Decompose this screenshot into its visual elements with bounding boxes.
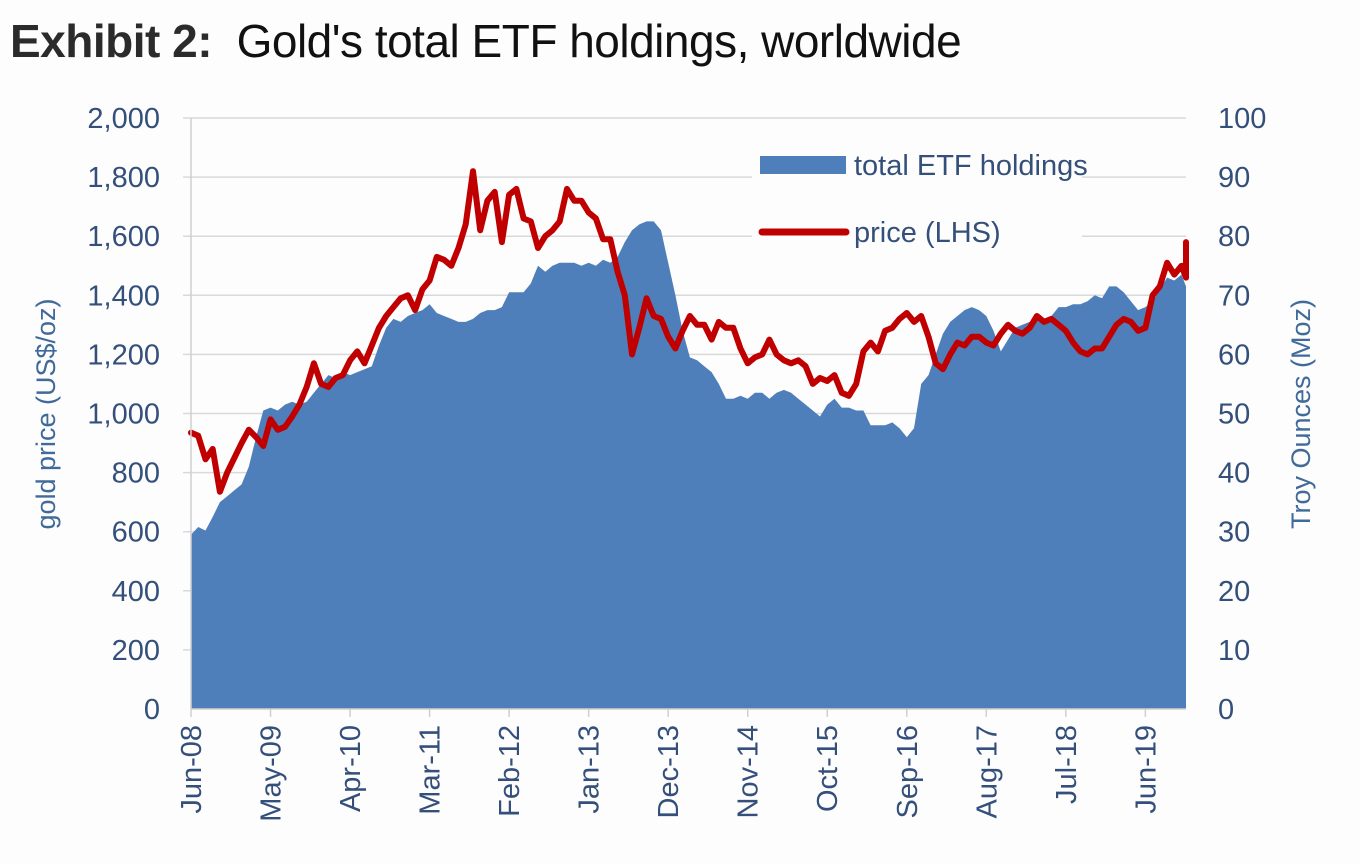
x-tick-label: May-09 — [256, 725, 288, 822]
y-right-tick-label: 80 — [1218, 221, 1250, 253]
y-right-tick-label: 20 — [1218, 576, 1250, 608]
y-left-ticks: 0 200 400 600 800 1,000 1,200 1,400 1,600 1,800 2,… — [87, 103, 160, 726]
y-left-tick-label: 400 — [112, 576, 160, 608]
x-tick-label: Dec-13 — [653, 725, 685, 819]
y-left-tick-label: 1,800 — [87, 162, 160, 194]
title-text: Gold's total ETF holdings, worldwide — [236, 15, 962, 67]
y-right-tick-label: 70 — [1218, 280, 1250, 312]
x-tick-label: Mar-11 — [415, 725, 447, 815]
y-left-tick-label: 1,600 — [87, 221, 160, 253]
y-left-tick-label: 600 — [112, 517, 160, 549]
legend-label-price: price (LHS) — [854, 217, 1001, 249]
y-right-tick-label: 60 — [1218, 339, 1250, 371]
y-right-tick-label: 10 — [1218, 635, 1250, 667]
x-tick-label: Sep-16 — [892, 725, 924, 819]
y-left-tick-label: 1,400 — [87, 280, 160, 312]
x-tick-label: Apr-10 — [335, 725, 367, 812]
y-right-tick-label: 40 — [1218, 458, 1250, 490]
y-right-tick-label: 30 — [1218, 517, 1250, 549]
legend: total ETF holdings price (LHS) — [752, 150, 1088, 250]
y-right-tick-label: 100 — [1218, 103, 1266, 135]
x-ticks: Jun-08 May-09 Apr-10 Mar-11 Feb-12 Jan-13 Dec-… — [176, 709, 1162, 822]
price-line — [188, 168, 1189, 495]
x-tick-label: Feb-12 — [494, 725, 526, 817]
y-axis-left-label: gold price (US$/oz) — [31, 298, 61, 529]
legend-swatch-etf-holdings — [760, 156, 846, 174]
y-right-tick-label: 50 — [1218, 399, 1250, 431]
x-tick-label: Oct-15 — [812, 725, 844, 812]
y-left-tick-label: 1,000 — [87, 399, 160, 431]
x-tick-label: Jan-13 — [574, 725, 606, 814]
x-tick-label: Aug-17 — [971, 725, 1003, 819]
y-right-tick-label: 90 — [1218, 162, 1250, 194]
y-axis-right-label: Troy Ounces (Moz) — [1286, 299, 1316, 529]
x-tick-label: Jun-19 — [1130, 725, 1162, 814]
x-tick-label: Jul-18 — [1051, 725, 1083, 804]
etf-holdings-area — [191, 221, 1186, 709]
legend-label-etf-holdings: total ETF holdings — [854, 150, 1088, 182]
exhibit-label: Exhibit 2: — [10, 15, 213, 67]
y-right-ticks: 0 10 20 30 40 50 60 70 80 90 100 — [1218, 103, 1266, 726]
chart-title: Exhibit 2: Gold's total ETF holdings, wo… — [10, 14, 962, 68]
x-tick-label: Jun-08 — [176, 725, 208, 814]
x-tick-label: Nov-14 — [733, 725, 765, 819]
y-left-tick-label: 200 — [112, 635, 160, 667]
y-left-tick-label: 2,000 — [87, 103, 160, 135]
y-left-tick-label: 800 — [112, 458, 160, 490]
y-right-tick-label: 0 — [1218, 694, 1234, 726]
axes — [190, 118, 1186, 710]
y-left-tick-label: 1,200 — [87, 339, 160, 371]
y-left-tick-label: 0 — [144, 694, 160, 726]
